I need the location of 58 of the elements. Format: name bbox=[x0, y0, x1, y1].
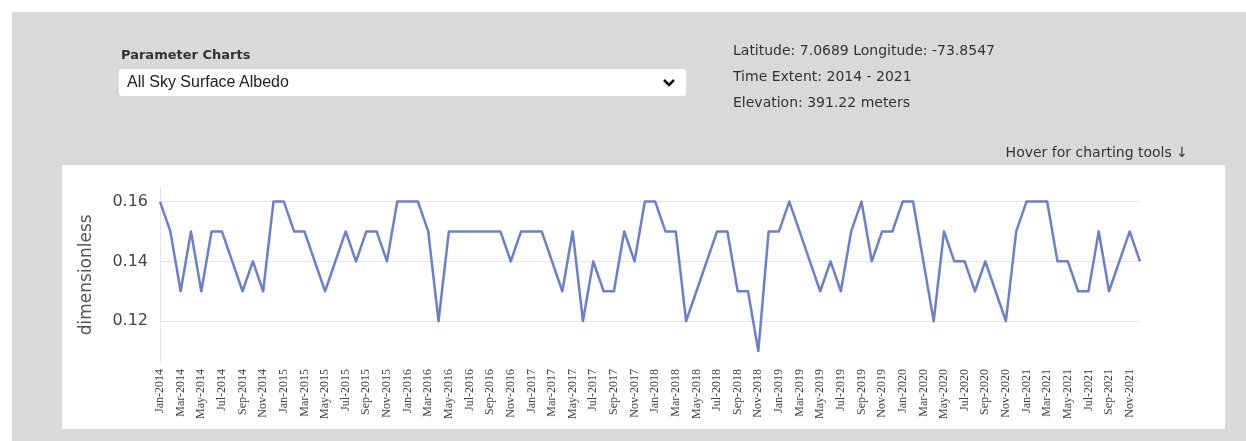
text: Latitude: 7.0689 Longitude: -73.8547 bbox=[733, 42, 995, 58]
x-tick-label: Mar-2019 bbox=[791, 369, 806, 417]
y-axis-title: dimensionless bbox=[74, 214, 95, 336]
x-tick-label: Mar-2016 bbox=[420, 369, 435, 417]
x-tick-label: Jan-2014 bbox=[152, 369, 167, 414]
x-tick-label: Nov-2021 bbox=[1121, 369, 1136, 418]
text: All Sky Surface Albedo bbox=[127, 73, 289, 91]
text: Time Extent: 2014 - 2021 bbox=[733, 68, 912, 84]
x-tick-label: Jan-2019 bbox=[771, 369, 786, 414]
x-tick-label: May-2021 bbox=[1059, 369, 1074, 420]
x-tick-label: May-2014 bbox=[193, 369, 208, 420]
x-tick-label: Jan-2016 bbox=[399, 369, 414, 414]
x-tick-label: Jul-2020 bbox=[956, 369, 971, 412]
x-tick-label: May-2017 bbox=[564, 369, 579, 420]
x-tick-label: Mar-2014 bbox=[172, 369, 187, 417]
x-tick-label: Mar-2017 bbox=[544, 369, 559, 417]
x-tick-label: Jul-2017 bbox=[585, 369, 600, 412]
x-tick-label: May-2018 bbox=[688, 369, 703, 420]
x-tick-label: Mar-2021 bbox=[1039, 369, 1054, 417]
y-tick-label: 0.14 bbox=[112, 250, 149, 270]
x-tick-label: Nov-2018 bbox=[750, 369, 765, 418]
x-tick-label: Nov-2014 bbox=[255, 369, 270, 418]
x-tick-label: Jul-2014 bbox=[214, 369, 229, 412]
x-tick-label: Nov-2020 bbox=[998, 369, 1013, 418]
text: Elevation: 391.22 meters bbox=[733, 94, 911, 110]
x-tick-label: Jan-2020 bbox=[894, 369, 909, 414]
x-tick-label: Nov-2015 bbox=[379, 369, 394, 418]
x-tick-label: May-2019 bbox=[812, 369, 827, 420]
x-tick-label: May-2016 bbox=[441, 369, 456, 420]
x-tick-label: Sep-2021 bbox=[1101, 369, 1116, 416]
x-tick-label: Jan-2015 bbox=[275, 369, 290, 414]
x-tick-label: Sep-2020 bbox=[977, 369, 992, 416]
y-tick-label: 0.16 bbox=[112, 190, 149, 210]
x-tick-label: Jul-2016 bbox=[461, 369, 476, 412]
x-tick-label: Mar-2020 bbox=[915, 369, 930, 417]
x-tick-label: Nov-2017 bbox=[626, 369, 641, 418]
x-tick-label: Jan-2018 bbox=[647, 369, 662, 414]
x-tick-label: Jan-2017 bbox=[523, 369, 538, 414]
x-tick-label: Jul-2018 bbox=[709, 369, 724, 412]
x-tick-label: Jul-2021 bbox=[1080, 369, 1095, 412]
x-tick-label: Nov-2019 bbox=[874, 369, 889, 418]
x-tick-label: May-2015 bbox=[317, 369, 332, 420]
x-tick-label: Sep-2016 bbox=[482, 369, 497, 416]
x-tick-label: Sep-2019 bbox=[853, 369, 868, 416]
x-tick-label: May-2020 bbox=[936, 369, 951, 420]
y-tick-label: 0.12 bbox=[112, 310, 149, 330]
text: Parameter Charts bbox=[121, 47, 251, 62]
x-tick-label: Sep-2014 bbox=[234, 369, 249, 416]
x-tick-label: Sep-2017 bbox=[606, 369, 621, 416]
x-tick-label: Jul-2019 bbox=[833, 369, 848, 412]
x-tick-label: Sep-2018 bbox=[729, 369, 744, 416]
x-tick-label: Mar-2015 bbox=[296, 369, 311, 417]
x-tick-label: Nov-2016 bbox=[502, 369, 517, 418]
x-tick-label: Jan-2021 bbox=[1018, 369, 1033, 414]
x-tick-label: Jul-2015 bbox=[337, 369, 352, 412]
x-tick-label: Mar-2018 bbox=[667, 369, 682, 417]
x-tick-label: Sep-2015 bbox=[358, 369, 373, 416]
text: Hover for charting tools ↓ bbox=[1005, 144, 1188, 160]
